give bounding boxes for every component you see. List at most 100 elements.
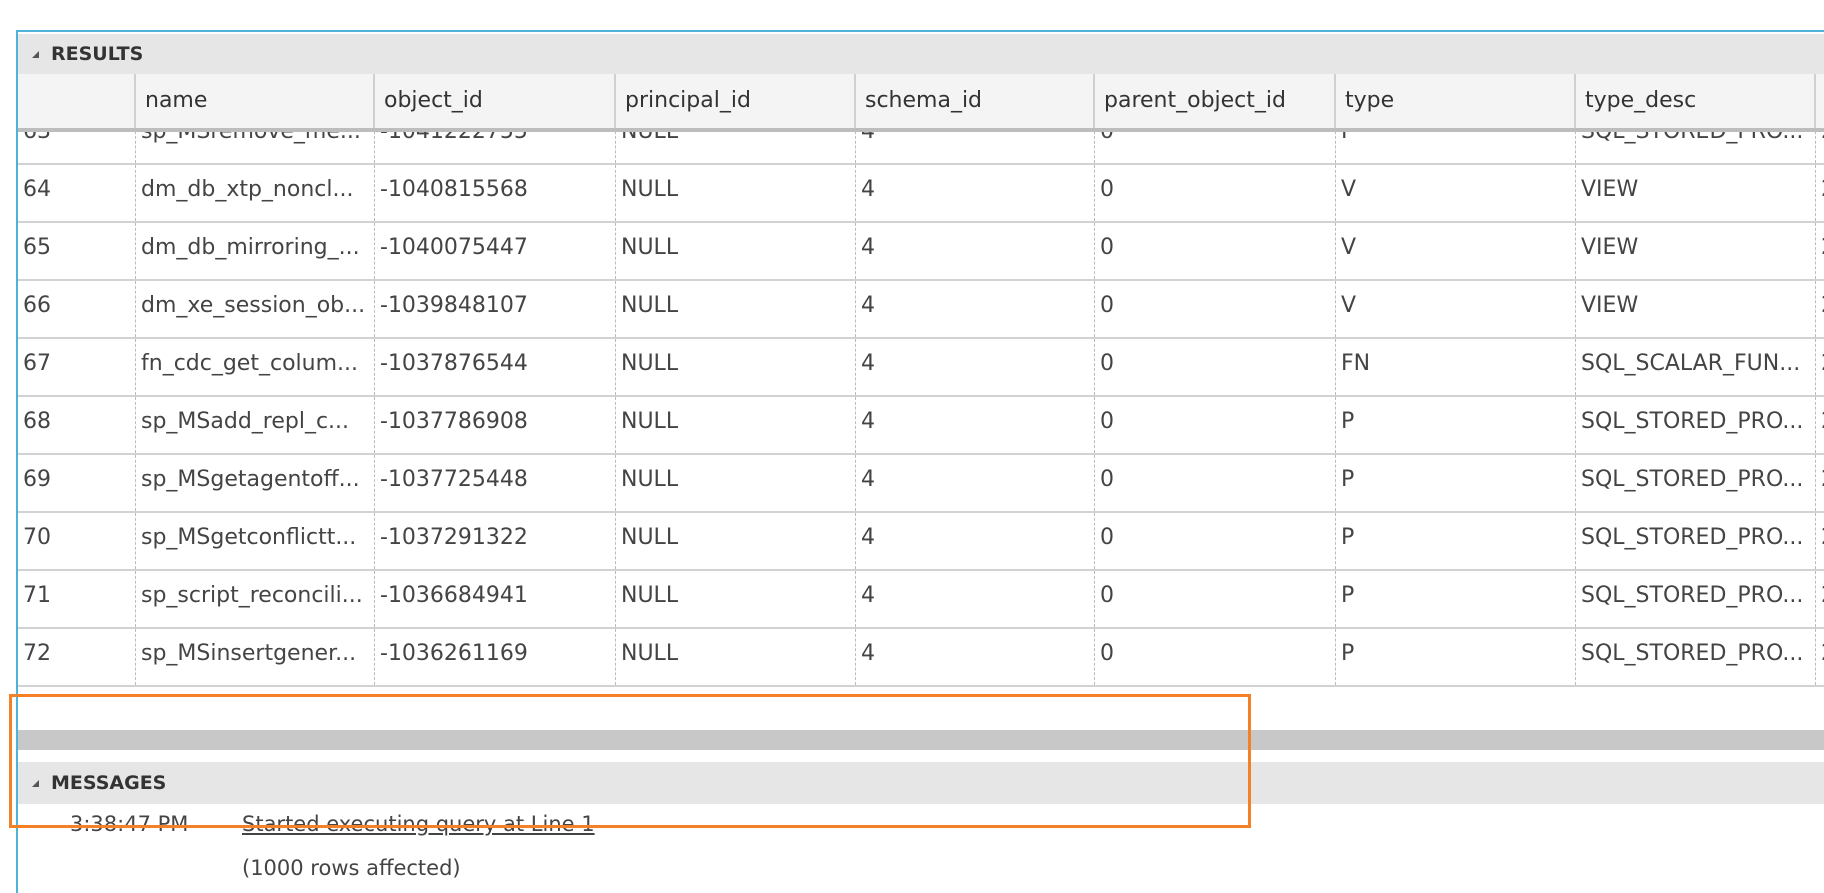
- table-cell[interactable]: 70: [18, 513, 136, 569]
- table-cell[interactable]: V: [1336, 281, 1576, 337]
- column-header[interactable]: principal_id: [616, 74, 856, 128]
- table-cell[interactable]: P: [1336, 455, 1576, 511]
- table-cell[interactable]: 4: [856, 165, 1095, 221]
- table-cell[interactable]: 2: [1816, 339, 1824, 395]
- table-cell[interactable]: 0: [1095, 281, 1336, 337]
- collapse-triangle-icon[interactable]: [32, 50, 39, 58]
- table-row[interactable]: 67 fn_cdc_get_colum... -1037876544 NULL 4 0 FN…: [18, 339, 1824, 397]
- table-cell[interactable]: VIEW: [1576, 165, 1816, 221]
- table-cell[interactable]: SQL_STORED_PRO...: [1576, 455, 1816, 511]
- column-header[interactable]: schema_id: [856, 74, 1095, 128]
- table-cell[interactable]: VIEW: [1576, 281, 1816, 337]
- table-cell[interactable]: NULL: [616, 513, 856, 569]
- column-header[interactable]: [18, 74, 136, 128]
- messages-section-header[interactable]: MESSAGES: [18, 762, 1824, 804]
- table-row[interactable]: 66 dm_xe_session_ob... -1039848107 NULL 4 0 V V…: [18, 281, 1824, 339]
- table-cell[interactable]: NULL: [616, 455, 856, 511]
- collapse-triangle-icon[interactable]: [32, 779, 39, 787]
- table-cell[interactable]: SQL_SCALAR_FUN...: [1576, 339, 1816, 395]
- table-cell[interactable]: 2: [1816, 513, 1824, 569]
- table-cell[interactable]: 4: [856, 339, 1095, 395]
- table-cell[interactable]: P: [1336, 571, 1576, 627]
- table-cell[interactable]: NULL: [616, 281, 856, 337]
- message-link[interactable]: Started executing query at Line 1: [242, 812, 595, 836]
- table-cell[interactable]: -1037291322: [375, 513, 616, 569]
- column-header[interactable]: name: [136, 74, 375, 128]
- table-cell[interactable]: 72: [18, 629, 136, 685]
- table-cell[interactable]: 69: [18, 455, 136, 511]
- table-cell[interactable]: -1039848107: [375, 281, 616, 337]
- table-cell[interactable]: SQL_STORED_PRO...: [1576, 629, 1816, 685]
- table-cell[interactable]: NULL: [616, 397, 856, 453]
- table-cell[interactable]: 0: [1095, 397, 1336, 453]
- table-cell[interactable]: 0: [1095, 629, 1336, 685]
- table-cell[interactable]: -1040815568: [375, 165, 616, 221]
- table-cell[interactable]: P: [1336, 513, 1576, 569]
- results-section-header[interactable]: RESULTS: [18, 34, 1824, 74]
- table-row[interactable]: 70 sp_MSgetconflictt... -1037291322 NULL 4 0 P…: [18, 513, 1824, 571]
- table-cell[interactable]: V: [1336, 165, 1576, 221]
- table-cell[interactable]: sp_script_reconcili...: [136, 571, 375, 627]
- table-cell[interactable]: -1037786908: [375, 397, 616, 453]
- table-cell[interactable]: V: [1336, 223, 1576, 279]
- table-cell[interactable]: 2: [1816, 223, 1824, 279]
- table-cell[interactable]: sp_MSgetconflictt...: [136, 513, 375, 569]
- table-cell[interactable]: -1036261169: [375, 629, 616, 685]
- horizontal-scrollbar[interactable]: [18, 730, 1824, 750]
- table-cell[interactable]: NULL: [616, 165, 856, 221]
- table-cell[interactable]: 0: [1095, 513, 1336, 569]
- table-cell[interactable]: 4: [856, 629, 1095, 685]
- table-cell[interactable]: 4: [856, 397, 1095, 453]
- table-cell[interactable]: VIEW: [1576, 223, 1816, 279]
- column-header[interactable]: type_desc: [1576, 74, 1816, 128]
- table-cell[interactable]: NULL: [616, 339, 856, 395]
- table-cell[interactable]: 0: [1095, 339, 1336, 395]
- table-row[interactable]: 69 sp_MSgetagentoff... -1037725448 NULL 4 0 P S…: [18, 455, 1824, 513]
- table-cell[interactable]: SQL_STORED_PRO...: [1576, 513, 1816, 569]
- table-cell[interactable]: dm_xe_session_ob...: [136, 281, 375, 337]
- table-cell[interactable]: 4: [856, 513, 1095, 569]
- table-cell[interactable]: 65: [18, 223, 136, 279]
- table-cell[interactable]: dm_db_xtp_noncl...: [136, 165, 375, 221]
- column-header[interactable]: type: [1336, 74, 1576, 128]
- table-cell[interactable]: 4: [856, 455, 1095, 511]
- table-cell[interactable]: -1037876544: [375, 339, 616, 395]
- table-cell[interactable]: 64: [18, 165, 136, 221]
- column-header[interactable]: parent_object_id: [1095, 74, 1336, 128]
- table-cell[interactable]: NULL: [616, 223, 856, 279]
- table-cell[interactable]: -1036684941: [375, 571, 616, 627]
- table-cell[interactable]: SQL_STORED_PRO...: [1576, 397, 1816, 453]
- table-cell[interactable]: 0: [1095, 165, 1336, 221]
- table-cell[interactable]: 2: [1816, 281, 1824, 337]
- table-cell[interactable]: SQL_STORED_PRO...: [1576, 571, 1816, 627]
- table-row[interactable]: 65 dm_db_mirroring_... -1040075447 NULL 4 0 V V…: [18, 223, 1824, 281]
- table-cell[interactable]: fn_cdc_get_colum...: [136, 339, 375, 395]
- table-cell[interactable]: sp_MSgetagentoff...: [136, 455, 375, 511]
- table-cell[interactable]: 2: [1816, 165, 1824, 221]
- table-row[interactable]: 64 dm_db_xtp_noncl... -1040815568 NULL 4 0 V VI…: [18, 165, 1824, 223]
- table-cell[interactable]: NULL: [616, 629, 856, 685]
- table-cell[interactable]: 2: [1816, 397, 1824, 453]
- table-cell[interactable]: P: [1336, 397, 1576, 453]
- column-header[interactable]: object_id: [375, 74, 616, 128]
- column-header[interactable]: [1816, 74, 1824, 128]
- table-cell[interactable]: 71: [18, 571, 136, 627]
- table-cell[interactable]: 0: [1095, 455, 1336, 511]
- table-row[interactable]: 68 sp_MSadd_repl_c... -1037786908 NULL 4 0 P SQ…: [18, 397, 1824, 455]
- table-cell[interactable]: 2: [1816, 455, 1824, 511]
- table-cell[interactable]: sp_MSinsertgener...: [136, 629, 375, 685]
- table-row[interactable]: 71 sp_script_reconcili... -1036684941 NULL 4…: [18, 571, 1824, 629]
- table-cell[interactable]: FN: [1336, 339, 1576, 395]
- table-cell[interactable]: 4: [856, 223, 1095, 279]
- table-cell[interactable]: 4: [856, 571, 1095, 627]
- table-cell[interactable]: 2: [1816, 629, 1824, 685]
- table-cell[interactable]: P: [1336, 629, 1576, 685]
- table-cell[interactable]: 67: [18, 339, 136, 395]
- table-cell[interactable]: 2: [1816, 571, 1824, 627]
- table-cell[interactable]: NULL: [616, 571, 856, 627]
- table-cell[interactable]: 0: [1095, 571, 1336, 627]
- table-row[interactable]: 72 sp_MSinsertgener... -1036261169 NULL 4 0 P S…: [18, 629, 1824, 687]
- table-cell[interactable]: -1040075447: [375, 223, 616, 279]
- table-cell[interactable]: 4: [856, 281, 1095, 337]
- table-cell[interactable]: 66: [18, 281, 136, 337]
